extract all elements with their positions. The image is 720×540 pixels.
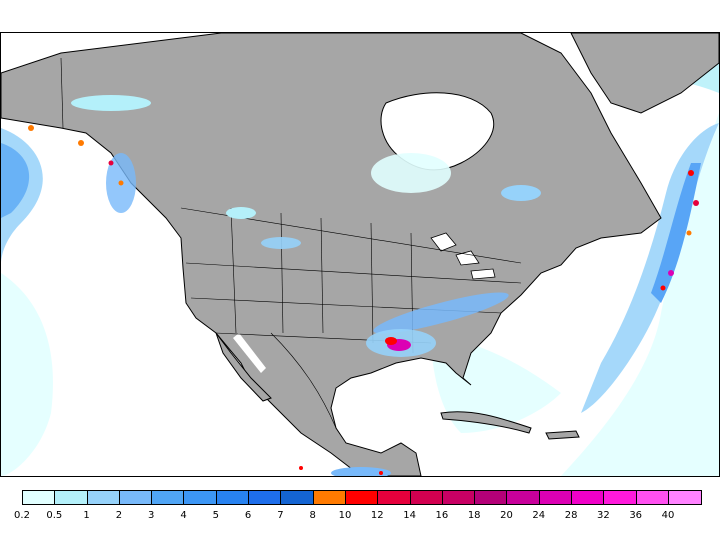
legend-tick-label: 32 (597, 510, 610, 521)
legend-swatch (345, 491, 379, 504)
legend-swatch (539, 491, 573, 504)
map-canvas (1, 33, 719, 476)
legend-swatch (475, 491, 508, 504)
legend-tick-label: 12 (370, 510, 384, 521)
legend-swatch (184, 491, 217, 504)
legend-tick-label: 8 (309, 510, 316, 521)
legend-swatch (442, 491, 476, 504)
legend-colorbar (22, 490, 703, 505)
heavy-precip (28, 125, 699, 475)
precip-legend: 0.2 0.5 1 2 3 4 5 6 7 8 10 12 14 16 18 20 24 28 32 36 40 (14, 490, 712, 530)
legend-swatch (281, 491, 314, 504)
legend-tick-label: 24 (532, 510, 546, 521)
legend-swatch (119, 491, 153, 504)
legend-swatch (572, 491, 605, 504)
legend-tick-label: 28 (564, 510, 578, 521)
legend-swatch (249, 491, 282, 504)
legend-tick-label: 0.5 (46, 510, 63, 521)
legend-tick-label: 14 (403, 510, 416, 521)
legend-tick-label: 6 (244, 510, 252, 521)
legend-tick-label: 18 (467, 510, 481, 521)
legend-swatch (507, 491, 540, 504)
legend-swatch (23, 491, 56, 504)
legend-tick-label: 3 (148, 510, 155, 521)
legend-tick-label: 7 (277, 510, 284, 521)
legend-swatch (378, 491, 411, 504)
precipitation-map (0, 32, 720, 477)
legend-swatch (87, 491, 120, 504)
legend-swatch (313, 491, 346, 504)
legend-tick-label: 2 (115, 510, 123, 521)
land (1, 33, 719, 476)
legend-tick-label: 4 (180, 510, 187, 521)
legend-tick-label: 20 (500, 510, 513, 521)
legend-swatch (216, 491, 250, 504)
legend-tick-label: 1 (83, 510, 90, 521)
legend-swatch (636, 491, 669, 504)
legend-tick-label: 0.2 (14, 510, 30, 521)
land-precip (71, 95, 541, 476)
legend-tick-label: 16 (435, 510, 449, 521)
legend-swatch (604, 491, 637, 504)
legend-tick-label: 36 (629, 510, 643, 521)
legend-swatch (410, 491, 443, 504)
legend-swatch (55, 491, 88, 504)
legend-swatch (668, 491, 702, 504)
legend-tick-label: 40 (661, 510, 675, 521)
legend-tick-label: 5 (212, 510, 219, 521)
legend-tick-label: 10 (338, 510, 352, 521)
legend-swatch (152, 491, 185, 504)
